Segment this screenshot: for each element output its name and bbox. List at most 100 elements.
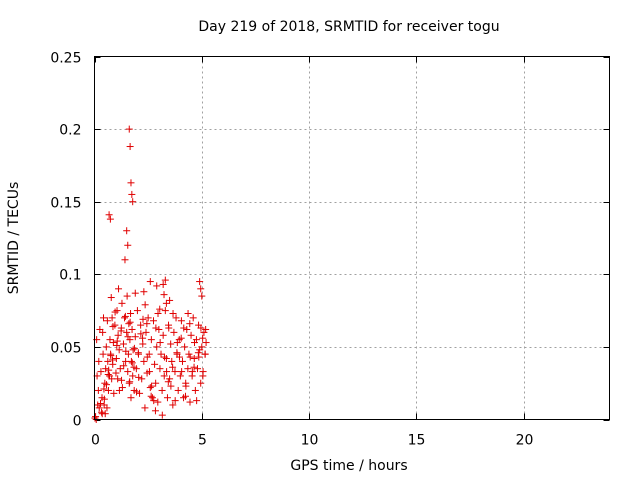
- data-point: [124, 241, 132, 249]
- data-point: [148, 394, 156, 402]
- data-point: [124, 368, 132, 376]
- x-tick-label: 5: [198, 433, 207, 449]
- data-point: [111, 321, 119, 329]
- plot-frame: [94, 56, 610, 420]
- data-point: [122, 347, 130, 355]
- data-point: [127, 310, 135, 318]
- data-point: [174, 386, 182, 394]
- data-point: [156, 305, 164, 313]
- data-point: [123, 227, 131, 235]
- y-tick-label: 0.2: [59, 123, 81, 139]
- data-point: [160, 372, 168, 380]
- data-point: [139, 334, 147, 342]
- data-point: [128, 325, 136, 333]
- data-point: [104, 370, 112, 378]
- data-point: [125, 320, 133, 328]
- data-point: [198, 343, 206, 351]
- data-point: [98, 410, 106, 418]
- data-point: [137, 321, 145, 329]
- x-tick-labels: 0 5 10 15 20: [91, 433, 533, 449]
- data-point: [106, 215, 114, 223]
- data-point: [97, 400, 105, 408]
- data-point: [112, 369, 120, 377]
- data-point: [118, 384, 126, 392]
- data-point: [166, 296, 174, 304]
- data-point: [200, 328, 208, 336]
- data-point: [127, 357, 135, 365]
- data-point: [182, 382, 190, 390]
- data-point: [102, 343, 110, 351]
- data-point: [155, 325, 163, 333]
- data-point: [125, 125, 133, 133]
- data-point: [130, 363, 138, 371]
- data-point: [184, 365, 192, 373]
- data-point: [196, 278, 204, 286]
- data-point: [115, 285, 123, 293]
- data-point: [167, 382, 175, 390]
- data-point: [160, 353, 168, 361]
- axis-ticks: [94, 56, 610, 421]
- data-point: [161, 276, 169, 284]
- data-point: [128, 190, 136, 198]
- data-point: [183, 325, 191, 333]
- data-point: [186, 398, 194, 406]
- data-point: [126, 378, 134, 386]
- data-point: [166, 375, 174, 383]
- data-point: [171, 368, 179, 376]
- data-point: [126, 318, 134, 326]
- data-point: [126, 143, 134, 151]
- data-point: [159, 280, 167, 288]
- data-point: [154, 310, 162, 318]
- data-point: [167, 340, 175, 348]
- data-point: [190, 339, 198, 347]
- data-point: [177, 317, 185, 325]
- data-point: [194, 349, 202, 357]
- data-point: [151, 407, 159, 415]
- data-point: [198, 292, 206, 300]
- data-point: [134, 349, 142, 357]
- y-tick-labels: 0 0.05 0.1 0.15 0.2 0.25: [50, 51, 81, 430]
- data-point: [176, 372, 184, 380]
- data-point: [169, 310, 177, 318]
- data-point: [95, 357, 103, 365]
- data-point: [163, 394, 171, 402]
- data-point: [129, 346, 137, 354]
- data-point: [185, 350, 193, 358]
- data-point: [152, 324, 160, 332]
- data-point: [160, 291, 168, 299]
- data-point: [140, 357, 148, 365]
- data-point: [164, 378, 172, 386]
- x-tick-label: 15: [408, 433, 426, 449]
- data-point: [131, 289, 139, 297]
- data-point: [99, 328, 107, 336]
- data-point: [109, 323, 117, 331]
- data-point: [100, 385, 108, 393]
- x-tick-label: 10: [301, 433, 319, 449]
- data-point: [173, 349, 181, 357]
- data-point: [188, 368, 196, 376]
- data-point: [197, 379, 205, 387]
- data-point: [180, 394, 188, 402]
- data-point: [169, 363, 177, 371]
- data-point: [116, 365, 124, 373]
- data-point: [114, 331, 122, 339]
- data-point: [98, 408, 106, 416]
- data-point: [104, 357, 112, 365]
- data-point: [168, 357, 176, 365]
- data-point: [138, 375, 146, 383]
- data-point: [109, 356, 117, 364]
- data-point: [156, 339, 164, 347]
- data-point: [136, 389, 144, 397]
- y-tick-label: 0.15: [50, 196, 81, 212]
- y-axis-label: SRMTID / TECUs: [6, 182, 22, 295]
- data-point: [129, 372, 137, 380]
- data-point: [123, 292, 131, 300]
- data-point: [100, 314, 108, 322]
- data-point: [123, 328, 131, 336]
- data-point: [158, 386, 166, 394]
- data-point: [118, 299, 126, 307]
- data-point: [191, 386, 199, 394]
- data-point: [153, 282, 161, 290]
- data-point: [97, 368, 105, 376]
- data-point: [145, 368, 153, 376]
